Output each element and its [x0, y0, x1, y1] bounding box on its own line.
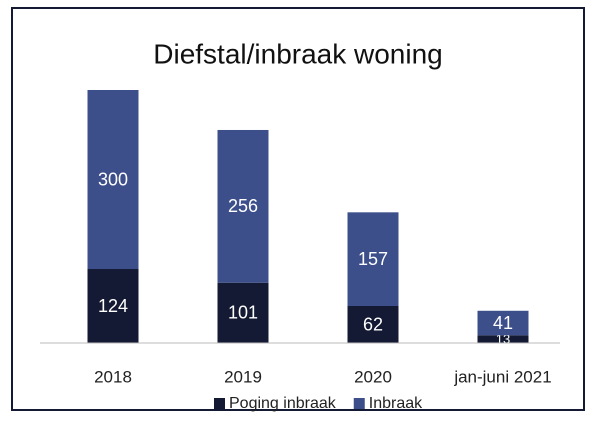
- bar-segment: [87, 90, 139, 270]
- x-tick-label: 2020: [354, 367, 392, 386]
- legend-swatch: [353, 398, 365, 409]
- bar-segment: [87, 269, 139, 343]
- bar-segment: [347, 212, 399, 307]
- x-tick-label: 2018: [94, 367, 132, 386]
- bar-segment: [347, 306, 399, 343]
- data-label: 256: [228, 196, 258, 216]
- data-label: 101: [228, 303, 258, 323]
- data-label: 157: [358, 249, 388, 269]
- legend-label: Inbraak: [369, 395, 423, 412]
- x-tick-label: jan-juni 2021: [453, 367, 551, 386]
- bar-segment: [477, 335, 529, 343]
- bar-segment: [217, 282, 269, 343]
- bar-segment: [477, 310, 529, 336]
- chart-title: Diefstal/inbraak woning: [153, 38, 443, 69]
- bar-segment: [217, 129, 269, 283]
- data-label: 300: [98, 169, 128, 189]
- data-label: 124: [98, 296, 128, 316]
- x-tick-label: 2019: [224, 367, 262, 386]
- legend-label: Poging inbraak: [229, 395, 337, 412]
- data-label: 41: [493, 313, 513, 333]
- legend-swatch: [214, 398, 225, 409]
- data-label: 62: [363, 314, 383, 334]
